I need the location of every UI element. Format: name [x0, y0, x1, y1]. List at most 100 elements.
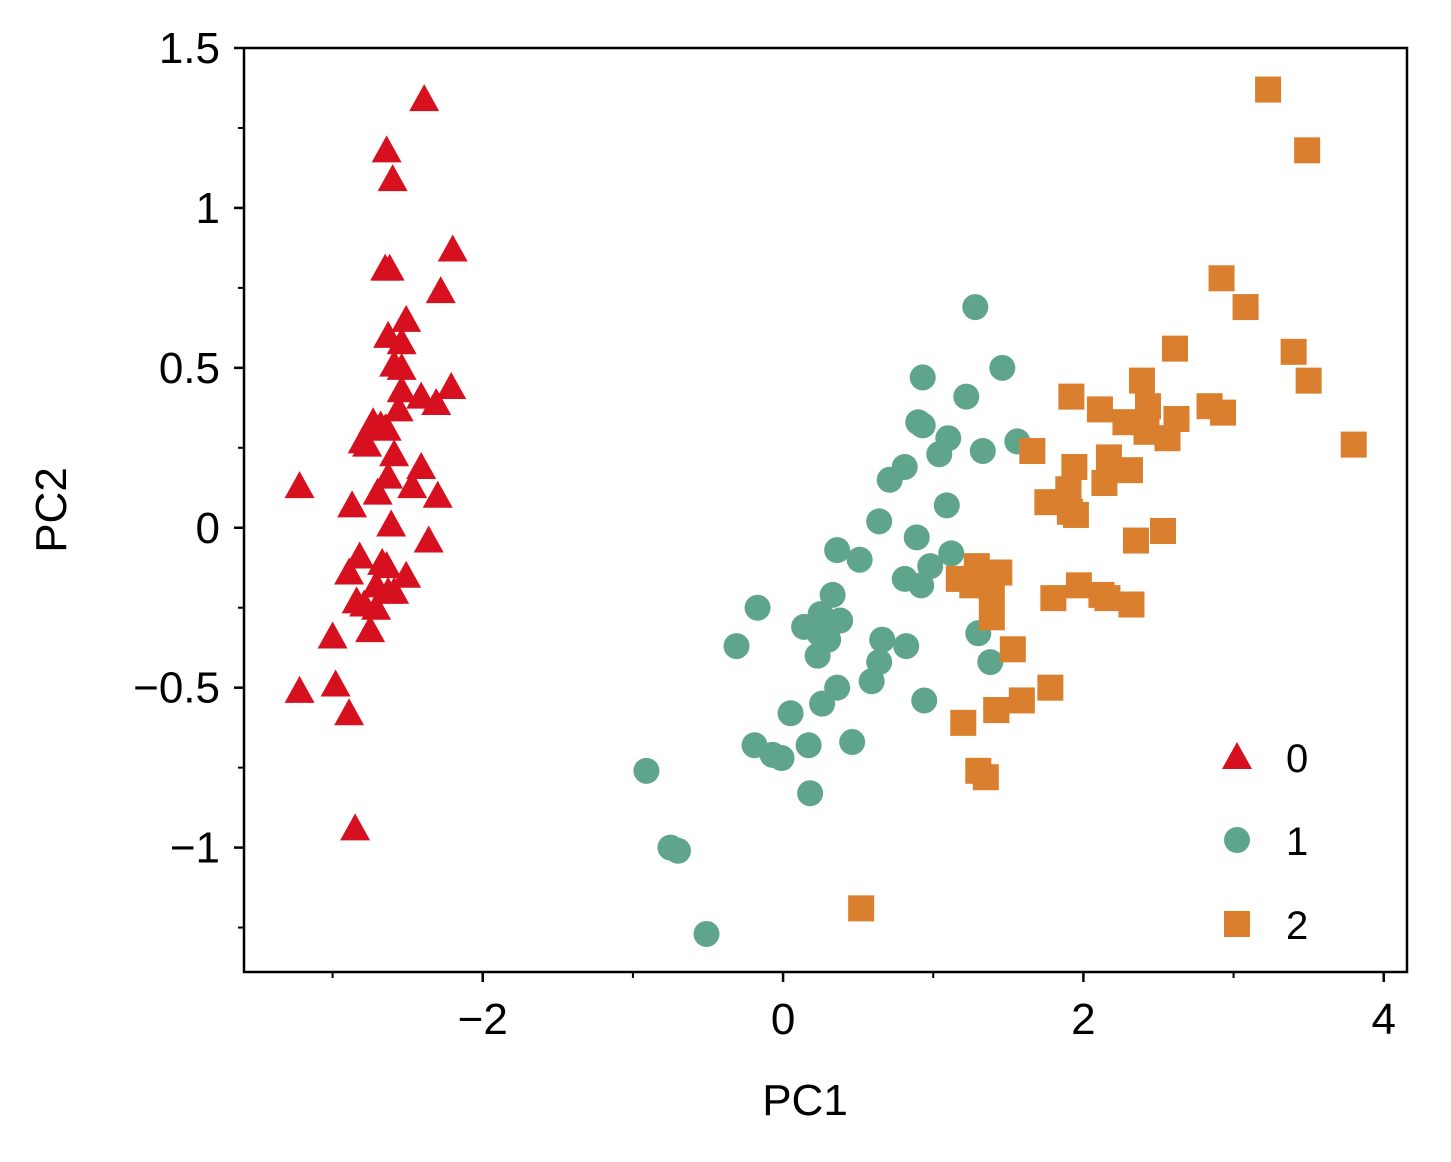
y-axis-label: PC2: [27, 467, 76, 553]
point-class-2: [1340, 431, 1367, 458]
point-class-1: [903, 524, 930, 551]
point-class-0: [362, 477, 393, 505]
point-class-0: [341, 586, 372, 614]
point-class-1: [827, 607, 854, 634]
data-points: [284, 76, 1367, 947]
point-class-0: [373, 461, 404, 489]
point-class-1: [824, 537, 851, 564]
point-class-1: [744, 594, 771, 621]
legend: 0 1 2: [1222, 737, 1308, 948]
point-class-1: [723, 633, 750, 660]
point-class-0: [413, 525, 444, 553]
point-class-1: [869, 626, 896, 653]
point-class-0: [436, 372, 467, 400]
point-class-2: [1019, 437, 1046, 464]
point-class-1: [977, 649, 1004, 676]
legend-marker-2: [1224, 911, 1250, 937]
point-class-2: [983, 697, 1010, 724]
legend-label: 0: [1286, 737, 1308, 781]
point-class-2: [1086, 396, 1113, 423]
point-class-1: [664, 837, 691, 864]
point-class-1: [962, 294, 989, 321]
point-class-2: [1055, 476, 1082, 503]
point-class-1: [839, 729, 866, 756]
point-class-1: [846, 546, 873, 573]
point-class-1: [926, 441, 953, 468]
x-tick-label: 0: [771, 995, 795, 1044]
point-class-0: [352, 429, 383, 457]
y-tick-label: 0.5: [159, 344, 220, 393]
point-class-0: [406, 451, 437, 479]
point-class-0: [340, 813, 371, 841]
point-class-1: [911, 687, 938, 714]
point-class-0: [386, 375, 417, 403]
point-class-2: [1255, 76, 1282, 103]
point-class-2: [965, 757, 992, 784]
point-class-1: [824, 674, 851, 701]
point-class-2: [1162, 335, 1189, 362]
point-class-0: [284, 471, 315, 499]
point-class-1: [969, 437, 996, 464]
point-class-0: [437, 234, 468, 262]
point-class-2: [999, 636, 1026, 663]
point-class-0: [284, 675, 315, 703]
point-class-2: [1040, 585, 1067, 612]
point-class-0: [317, 621, 348, 649]
point-class-0: [355, 615, 386, 643]
point-class-0: [370, 253, 401, 281]
point-class-0: [386, 327, 417, 355]
point-class-0: [371, 135, 402, 163]
point-class-1: [693, 920, 720, 947]
point-class-2: [1056, 498, 1083, 525]
point-class-2: [1122, 527, 1149, 554]
axes: −2 0 2 4 1.5 1 0.5 0 −0.5 −1: [133, 24, 1396, 1044]
point-class-2: [1149, 517, 1176, 544]
point-class-2: [1295, 367, 1322, 394]
point-class-2: [986, 559, 1013, 586]
point-class-0: [377, 164, 408, 192]
point-class-1: [866, 508, 893, 535]
x-tick-label: 4: [1371, 995, 1395, 1044]
plot-frame: [242, 46, 1409, 974]
point-class-0: [386, 352, 417, 380]
point-class-0: [344, 541, 375, 569]
y-tick-label: 1: [196, 184, 220, 233]
point-class-1: [777, 700, 804, 727]
point-class-1: [807, 601, 834, 628]
point-class-1: [795, 732, 822, 759]
point-class-0: [379, 439, 410, 467]
point-class-1: [891, 453, 918, 480]
y-tick-label: −0.5: [133, 664, 220, 713]
point-class-1: [989, 354, 1016, 381]
legend-label: 1: [1286, 820, 1308, 864]
y-tick-label: 1.5: [159, 24, 220, 73]
point-class-2: [1091, 469, 1118, 496]
point-class-2: [978, 604, 1005, 631]
point-class-0: [376, 509, 407, 537]
point-class-1: [891, 565, 918, 592]
x-tick-label: −2: [458, 995, 508, 1044]
point-class-2: [1116, 457, 1143, 484]
point-class-0: [406, 381, 437, 409]
point-class-1: [819, 581, 846, 608]
point-class-2: [1280, 338, 1307, 365]
point-class-0: [409, 84, 440, 112]
point-class-0: [391, 560, 422, 588]
point-class-0: [371, 551, 402, 579]
point-class-1: [938, 540, 965, 567]
point-class-2: [1008, 687, 1035, 714]
point-class-2: [945, 565, 972, 592]
point-class-2: [1037, 674, 1064, 701]
point-class-0: [425, 276, 456, 304]
point-class-0: [391, 304, 422, 332]
point-class-2: [1094, 585, 1121, 612]
point-class-1: [797, 780, 824, 807]
point-class-2: [950, 709, 977, 736]
point-class-2: [1208, 265, 1235, 292]
x-axis-label: PC1: [762, 1076, 848, 1125]
x-tick-label: 2: [1071, 995, 1095, 1044]
y-tick-label: 0: [196, 504, 220, 553]
point-class-2: [1134, 393, 1161, 420]
point-class-2: [1133, 418, 1160, 445]
